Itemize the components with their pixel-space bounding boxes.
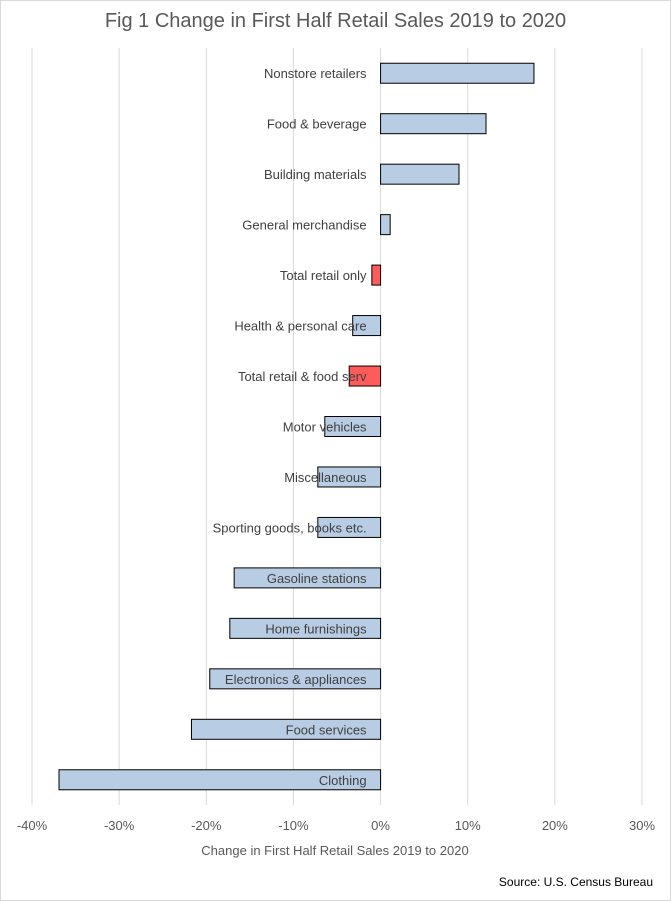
bar [58, 769, 382, 791]
x-tick-label: -10% [278, 818, 309, 833]
category-label: Total retail & food serv [238, 369, 367, 384]
category-label: Nonstore retailers [264, 66, 367, 81]
category-labels: Nonstore retailers Food & beverage Buildin… [213, 66, 367, 788]
bar [233, 567, 382, 589]
x-tick-label: 0% [371, 818, 390, 833]
x-tick-label: 20% [542, 818, 568, 833]
bar [380, 214, 391, 236]
x-tick-label: 30% [629, 818, 655, 833]
bar [371, 264, 382, 286]
x-axis-label: Change in First Half Retail Sales 2019 t… [201, 843, 468, 858]
category-label: Total retail only [280, 268, 367, 283]
category-label: Miscellaneous [284, 470, 367, 485]
category-label: Motor vehicles [283, 420, 367, 435]
source-note: Source: U.S. Census Bureau [498, 875, 653, 889]
category-label: Building materials [264, 167, 367, 182]
x-tick-label: -20% [191, 818, 222, 833]
category-label: Health & personal care [234, 319, 366, 334]
category-label: Food & beverage [267, 117, 367, 132]
bar [317, 516, 382, 538]
chart-title: Fig 1 Change in First Half Retail Sales … [104, 10, 567, 32]
bar [348, 365, 382, 387]
x-tick-labels: -40% -30% -20% -10% 0% 10% 20% 30% [17, 818, 656, 833]
category-label: Gasoline stations [267, 571, 367, 586]
bar [190, 718, 382, 740]
bar [317, 466, 382, 488]
bar [380, 62, 535, 84]
category-label: General merchandise [242, 218, 366, 233]
bar [380, 163, 460, 185]
category-label: Electronics & appliances [225, 672, 367, 687]
bar [209, 668, 382, 690]
x-tick-label: -40% [17, 818, 48, 833]
x-tick-label: -30% [104, 818, 135, 833]
bar [380, 113, 487, 135]
bar [229, 617, 382, 639]
bar [352, 315, 382, 337]
category-label: Home furnishings [265, 621, 367, 636]
category-label: Clothing [319, 773, 367, 788]
x-tick-label: 10% [455, 818, 481, 833]
bars [58, 62, 535, 791]
category-label: Sporting goods, books etc. [213, 520, 367, 535]
bar [324, 416, 382, 437]
category-label: Food services [286, 722, 367, 737]
